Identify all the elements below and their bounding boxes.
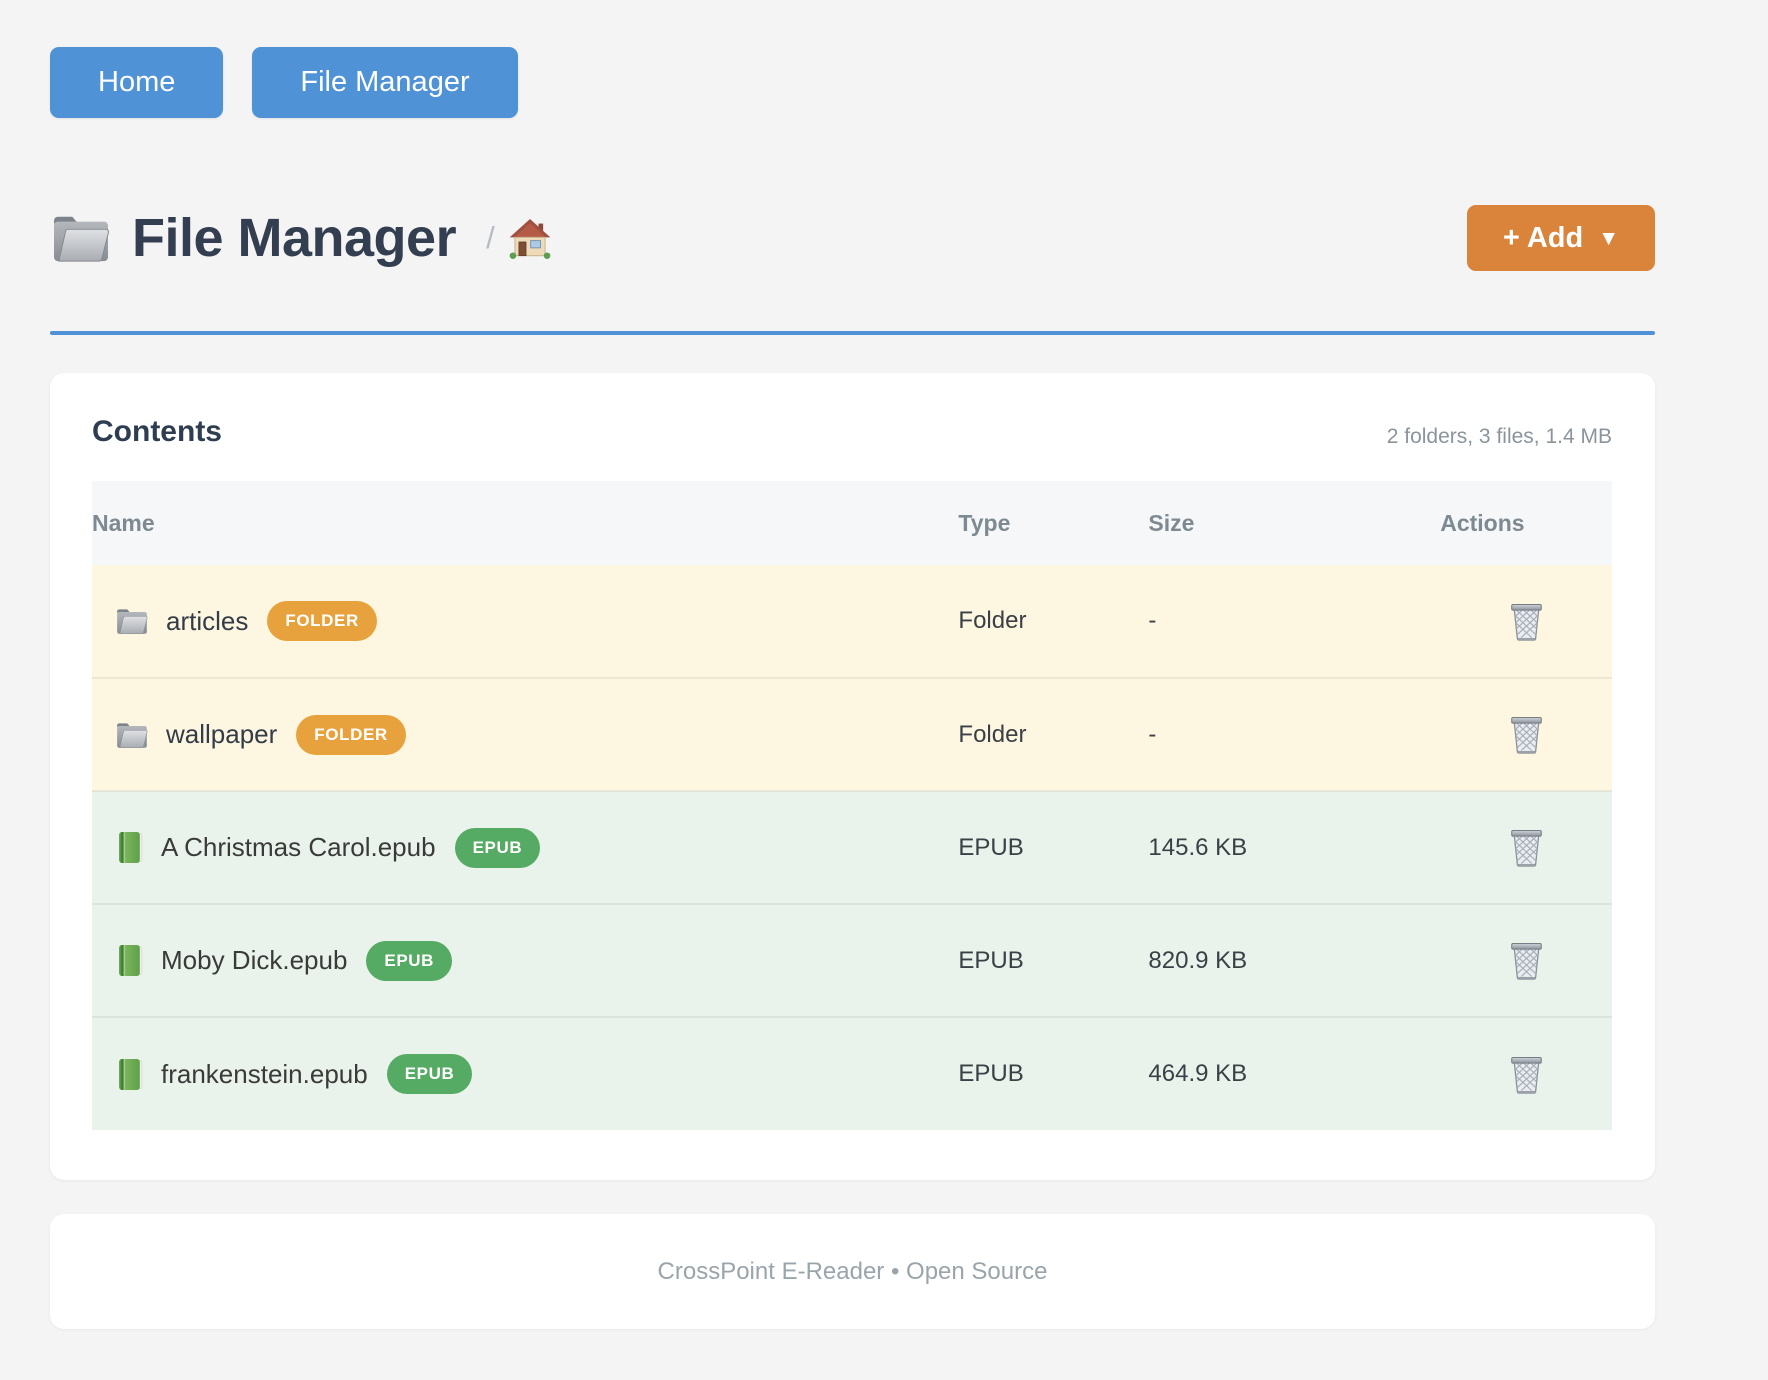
file-name[interactable]: A Christmas Carol.epub	[161, 832, 436, 862]
page: Home File Manager File Manager / + Add ▼…	[50, 0, 1655, 1329]
row-type: Folder	[958, 720, 1027, 748]
top-nav: Home File Manager	[50, 47, 1655, 118]
row-actions-cell	[1440, 1017, 1612, 1130]
type-badge: EPUB	[454, 827, 541, 868]
trash-icon	[1509, 940, 1544, 980]
footer-text: CrossPoint E-Reader • Open Source	[657, 1257, 1048, 1285]
row-name-cell: articles FOLDER	[92, 565, 958, 678]
column-header-name: Name	[92, 481, 959, 565]
column-header-type: Type	[958, 481, 1149, 565]
row-name-cell: wallpaper FOLDER	[92, 678, 958, 791]
type-badge: EPUB	[366, 940, 453, 981]
home-icon[interactable]	[509, 217, 551, 259]
row-name-cell: Moby Dick.epub EPUB	[92, 904, 958, 1017]
title-divider	[50, 331, 1655, 335]
table-row[interactable]: wallpaper FOLDER Folder -	[92, 678, 1612, 791]
row-type: Folder	[958, 607, 1027, 634]
trash-icon	[1509, 714, 1544, 754]
contents-summary: 2 folders, 3 files, 1.4 MB	[1386, 425, 1612, 448]
delete-button[interactable]	[1505, 936, 1548, 984]
row-type: EPUB	[958, 833, 1024, 861]
add-button-label: + Add	[1502, 221, 1584, 254]
delete-button[interactable]	[1505, 1050, 1548, 1098]
contents-card: Contents 2 folders, 3 files, 1.4 MB Name…	[50, 373, 1655, 1180]
trash-icon	[1509, 1054, 1544, 1094]
row-size: 145.6 KB	[1148, 833, 1248, 861]
type-badge: EPUB	[386, 1054, 473, 1094]
row-name-cell: A Christmas Carol.epub EPUB	[92, 791, 958, 904]
contents-header: Contents 2 folders, 3 files, 1.4 MB	[92, 415, 1612, 449]
type-badge: FOLDER	[296, 714, 406, 755]
file-name[interactable]: wallpaper	[166, 719, 278, 749]
file-table: Name Type Size Actions articles FOLDER F…	[92, 481, 1612, 1130]
row-type: EPUB	[958, 946, 1024, 974]
file-name[interactable]: articles	[166, 605, 249, 636]
green-book-icon	[115, 1058, 144, 1091]
trash-icon	[1509, 601, 1544, 641]
row-actions-cell	[1440, 791, 1612, 904]
page-title: File Manager	[132, 208, 457, 268]
delete-button[interactable]	[1505, 710, 1548, 758]
row-actions-cell	[1440, 904, 1612, 1017]
row-size: 464.9 KB	[1148, 1060, 1248, 1087]
file-name[interactable]: Moby Dick.epub	[161, 945, 348, 975]
delete-button[interactable]	[1505, 823, 1548, 871]
column-header-size: Size	[1148, 481, 1441, 565]
folder-icon	[115, 720, 149, 750]
row-size: 820.9 KB	[1148, 946, 1248, 974]
table-row[interactable]: A Christmas Carol.epub EPUB EPUB 145.6 K…	[92, 791, 1612, 904]
breadcrumb: /	[486, 217, 551, 259]
table-body: articles FOLDER Folder - wallpaper	[92, 565, 1612, 1130]
type-badge: FOLDER	[267, 601, 377, 641]
row-actions-cell	[1440, 565, 1612, 678]
file-name[interactable]: frankenstein.epub	[161, 1058, 368, 1089]
file-manager-button[interactable]: File Manager	[252, 47, 518, 118]
contents-title: Contents	[92, 415, 222, 448]
delete-button[interactable]	[1505, 597, 1548, 645]
table-row[interactable]: frankenstein.epub EPUB EPUB 464.9 KB	[92, 1017, 1612, 1130]
green-book-icon	[115, 831, 144, 864]
column-header-actions: Actions	[1440, 481, 1612, 565]
table-row[interactable]: articles FOLDER Folder -	[92, 565, 1612, 678]
green-book-icon	[115, 944, 144, 977]
chevron-down-icon: ▼	[1598, 227, 1619, 250]
table-row[interactable]: Moby Dick.epub EPUB EPUB 820.9 KB	[92, 904, 1612, 1017]
footer: CrossPoint E-Reader • Open Source	[50, 1214, 1655, 1329]
trash-icon	[1509, 827, 1544, 867]
row-size: -	[1148, 607, 1157, 634]
folder-icon	[50, 211, 112, 265]
table-header-row: Name Type Size Actions	[92, 481, 1612, 565]
title-group: File Manager /	[50, 207, 1467, 269]
home-button[interactable]: Home	[50, 47, 224, 118]
breadcrumb-separator: /	[486, 220, 495, 255]
row-type: EPUB	[958, 1060, 1024, 1087]
title-row: File Manager / + Add ▼	[50, 203, 1655, 273]
row-name-cell: frankenstein.epub EPUB	[92, 1017, 958, 1130]
folder-icon	[115, 606, 149, 636]
add-button[interactable]: + Add ▼	[1466, 205, 1655, 271]
row-size: -	[1148, 720, 1157, 748]
row-actions-cell	[1440, 678, 1612, 791]
